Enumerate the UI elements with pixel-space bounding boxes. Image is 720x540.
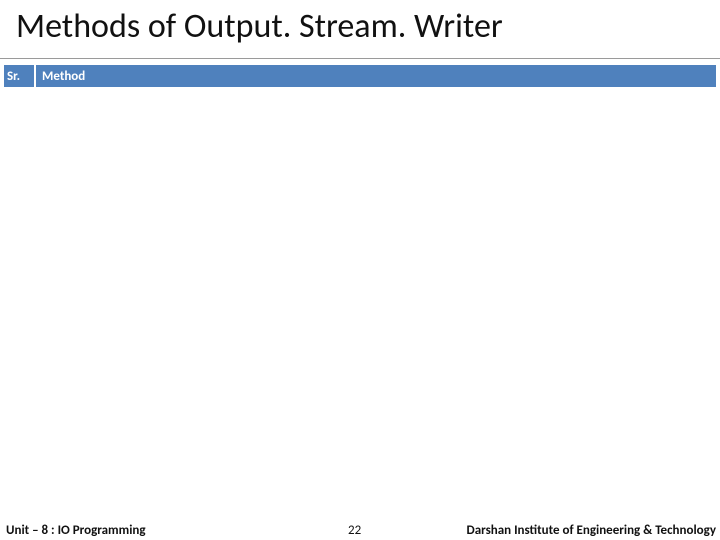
footer: Unit – 8 : IO Programming 22 Darshan Ins… xyxy=(0,518,720,540)
footer-institute: Darshan Institute of Engineering & Techn… xyxy=(467,523,717,538)
table-header-method: Method xyxy=(36,65,716,87)
footer-page-number: 22 xyxy=(348,523,361,538)
table-header-row: Sr. Method xyxy=(4,65,716,87)
table-header-sr: Sr. xyxy=(4,65,36,87)
title-underline xyxy=(0,58,720,59)
slide: Methods of Output. Stream. Writer Sr. Me… xyxy=(0,0,720,540)
slide-title: Methods of Output. Stream. Writer xyxy=(16,6,503,47)
footer-unit-label: Unit – 8 : IO Programming xyxy=(6,523,146,538)
